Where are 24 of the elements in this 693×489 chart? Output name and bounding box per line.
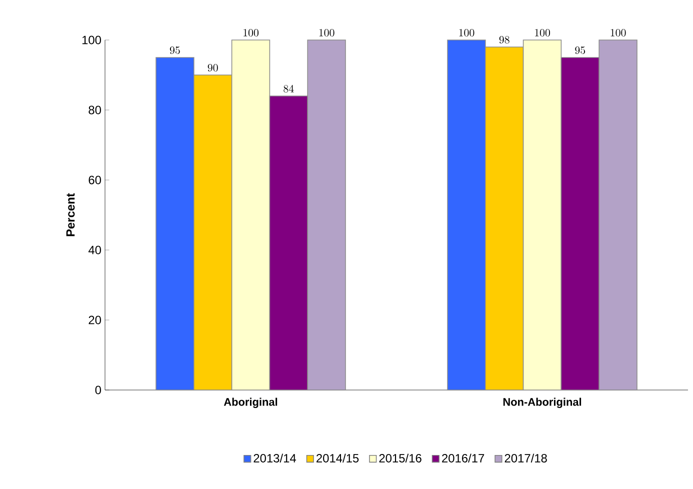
x-tick-label: Non-Aboriginal — [503, 398, 582, 408]
y-tick-label: 40 — [88, 246, 102, 254]
y-tick-label: 20 — [88, 316, 102, 324]
data-label: 98 — [499, 36, 510, 44]
data-label: 95 — [575, 46, 586, 54]
y-tick-label: 100 — [82, 36, 102, 44]
legend-label: 2013/14 — [254, 454, 296, 462]
data-label: 95 — [170, 46, 180, 54]
legend-label: 2015/16 — [379, 454, 422, 462]
data-label: 100 — [319, 29, 334, 37]
data-label: 90 — [208, 64, 218, 72]
data-label: 100 — [535, 29, 550, 37]
data-label: 100 — [610, 29, 626, 37]
y-tick-label: 60 — [88, 176, 102, 184]
data-label: 100 — [244, 29, 258, 37]
y-tick-label: 0 — [95, 386, 102, 394]
data-label: 100 — [459, 29, 474, 37]
legend-label: 2014/15 — [316, 454, 359, 462]
y-axis-title: Percent — [66, 193, 75, 236]
data-label: 84 — [284, 84, 294, 93]
legend-label: 2016/17 — [442, 454, 484, 462]
y-tick-label: 80 — [88, 106, 102, 114]
x-tick-label: Aboriginal — [224, 398, 278, 408]
legend-label: 2017/18 — [504, 454, 547, 462]
